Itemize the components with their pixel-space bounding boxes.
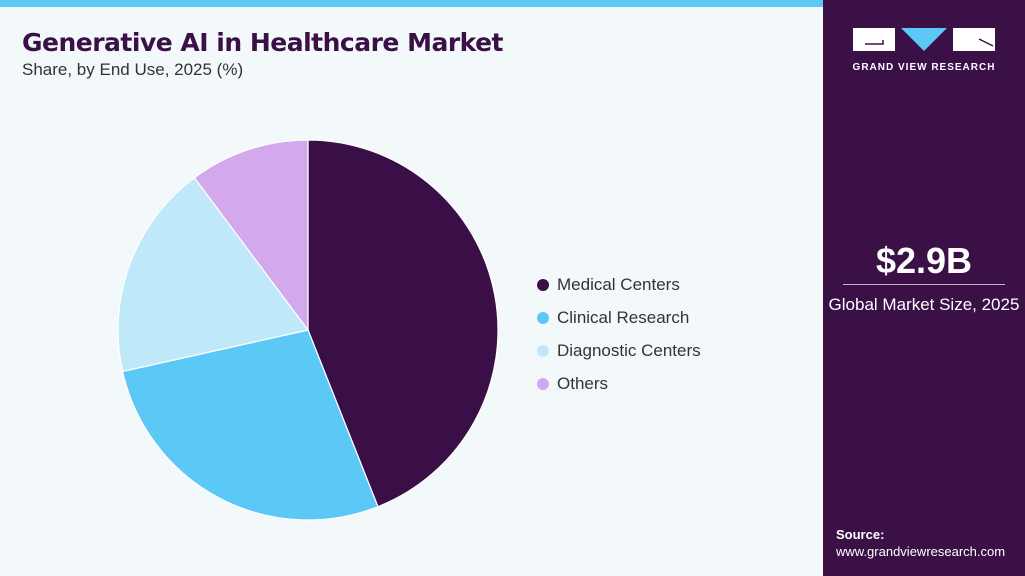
legend-item: Others (537, 367, 701, 400)
market-size-value: $2.9B (875, 240, 973, 281)
legend-label: Diagnostic Centers (557, 340, 701, 360)
legend-swatch (537, 344, 549, 357)
legend-item: Clinical Research (537, 301, 701, 334)
legend-swatch (537, 278, 549, 291)
legend-label: Others (557, 373, 609, 393)
pie-slice-clinical-research (121, 329, 379, 521)
pie-chart (117, 139, 499, 521)
pie-slice-medical-centers (307, 139, 499, 508)
pie-slice-diagnostic-centers (117, 176, 310, 373)
side-panel: GRAND VIEW RESEARCH $2.9B Global Market … (823, 0, 1025, 576)
chart-title: Generative AI in Healthcare Market (22, 28, 504, 57)
legend-label: Medical Centers (557, 274, 680, 294)
chart-area: Generative AI in Healthcare Market Share… (0, 0, 823, 576)
source: Source: www.grandviewresearch.com (836, 526, 1005, 560)
source-label: Source: (836, 527, 885, 542)
chart-subtitle: Share, by End Use, 2025 (%) (22, 60, 244, 79)
source-url[interactable]: www.grandviewresearch.com (836, 544, 1006, 559)
legend-item: Diagnostic Centers (537, 334, 701, 367)
logo-text: GRAND VIEW RESEARCH (852, 62, 996, 73)
divider (843, 284, 1005, 285)
legend-item: Medical Centers (537, 268, 701, 301)
market-size-label: Global Market Size, 2025 (828, 295, 1020, 314)
legend: Medical Centers Clinical Research Diagnost… (537, 268, 701, 400)
gvr-logo (853, 28, 995, 51)
pie-slice-others (193, 139, 309, 332)
legend-swatch (537, 311, 549, 324)
legend-swatch (537, 377, 549, 390)
legend-label: Clinical Research (557, 307, 690, 327)
top-accent-bar (0, 0, 823, 7)
